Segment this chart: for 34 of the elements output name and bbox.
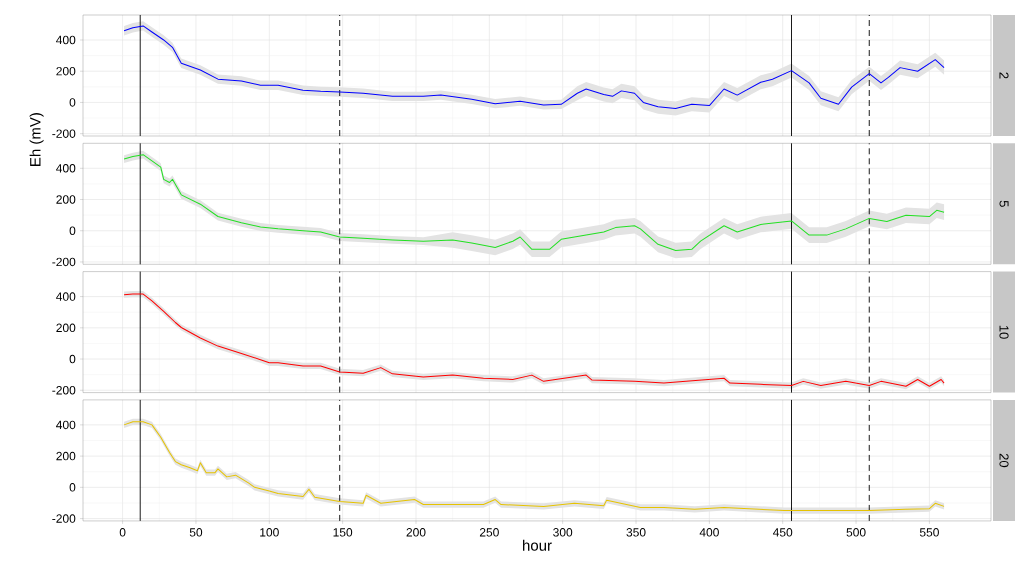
y-tick-label: -200 [52,257,76,267]
x-tick-label: 50 [189,528,203,537]
x-tick-label: 0 [119,528,126,537]
x-tick-label: 250 [479,528,499,537]
y-tick-label: 200 [56,323,76,333]
y-tick-label: 0 [69,98,76,107]
x-tick-label: 200 [406,528,426,537]
x-tick-label: 100 [260,528,279,537]
x-tick-label: 550 [919,528,939,537]
x-tick-label: 400 [699,528,719,537]
y-tick-label: 400 [56,420,76,430]
y-tick-label: 0 [69,483,76,492]
y-tick-label: 400 [56,164,76,173]
x-tick-label: 500 [846,528,866,537]
y-tick-label: 0 [69,226,76,235]
y-tick-label: 400 [56,35,76,45]
text: 20 [999,453,1009,468]
text: 10 [999,325,1009,339]
x-axis-title: hour [523,539,552,551]
text: 5 [999,200,1009,207]
y-tick-label: 200 [56,66,76,76]
x-tick-label: 150 [333,528,353,537]
x-tick-label: 300 [553,528,573,537]
y-axis-title: Eh (mV) [29,113,44,166]
text: 2 [999,72,1009,79]
x-tick-label: 350 [626,528,646,537]
x-tick-label: 450 [772,528,793,537]
y-tick-label: 400 [56,292,76,301]
y-tick-label: 200 [56,451,76,461]
y-tick-label: -200 [52,129,76,138]
y-tick-label: 0 [69,354,76,364]
y-tick-label: -200 [52,386,76,395]
y-tick-label: -200 [52,514,76,523]
y-tick-label: 200 [56,195,76,204]
